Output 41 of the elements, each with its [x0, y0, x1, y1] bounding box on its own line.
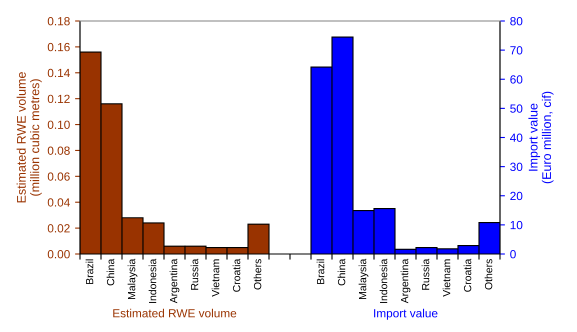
x-tick-label: Vietnam [442, 259, 450, 297]
x-tick-label: Croatia [464, 258, 472, 292]
x-tick-label: Indonesia [148, 258, 156, 303]
x-tick-label: Indonesia [380, 258, 388, 303]
y-tick-label: 0.18 [48, 17, 70, 26]
x-tick-label: Russia [422, 258, 430, 290]
y-axis-title: Estimated RWE volume (million cubic metres) [16, 72, 42, 202]
y2-tick-label: 0 [510, 250, 516, 258]
text: Estimated RWE volume [113, 308, 236, 318]
x-tick-label: China [106, 258, 114, 286]
x-tick-label: Malaysia [128, 258, 138, 299]
x-tick-label: Argentina [400, 258, 410, 304]
y-tick-label: 0.16 [48, 42, 70, 52]
y2-tick-label: 60 [510, 75, 522, 84]
x-tick-label: Vietnam [212, 259, 220, 297]
y-tick-label: 0.12 [48, 94, 70, 104]
x-tick-label: China [338, 258, 346, 286]
x-tick-label: Others [254, 259, 262, 290]
y-tick-label: 0.14 [48, 68, 70, 78]
y-tick-label: 0.00 [48, 250, 70, 258]
y2-axis-title: Import value (Euro million, cif) [528, 92, 554, 184]
x-tick-label: Malaysia [358, 258, 368, 299]
y-tick-label: 0.10 [48, 120, 70, 129]
y2-tick-label: 80 [510, 17, 522, 26]
y2-tick-label: 20 [510, 192, 522, 200]
x-tick-label: Others [484, 259, 492, 290]
text: Import value [374, 308, 438, 320]
y2-tick-label: 70 [510, 46, 522, 55]
y-tick-label: 0.04 [48, 198, 70, 207]
y2-tick-label: 30 [510, 162, 522, 172]
y-tick-label: 0.02 [48, 224, 70, 233]
x-tick-label: Russia [190, 258, 198, 290]
x-tick-label: Brazil [86, 259, 94, 284]
x-tick-label: Croatia [232, 258, 240, 292]
y2-tick-label: 50 [510, 104, 522, 113]
x-tick-label: Brazil [316, 259, 324, 284]
y2-tick-label: 40 [510, 134, 522, 142]
y-tick-label: 0.06 [48, 172, 70, 181]
y2-tick-label: 10 [510, 220, 522, 230]
y-tick-label: 0.08 [48, 146, 70, 155]
x-tick-label: Argentina [170, 258, 180, 304]
